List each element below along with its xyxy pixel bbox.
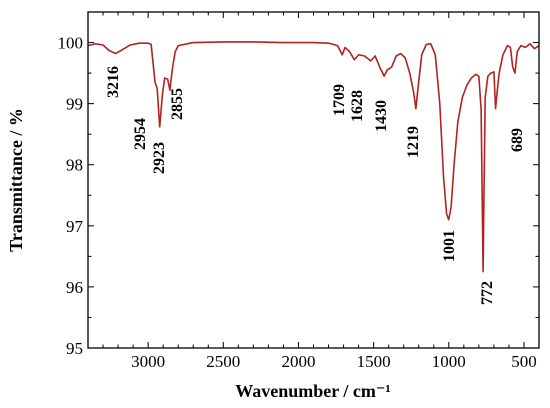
spectrum-line: [87, 41, 540, 273]
x-tick-label: 2000: [281, 352, 315, 371]
y-tick-label: 97: [66, 217, 84, 236]
x-axis-title: Wavenumber / cm⁻¹: [235, 381, 391, 401]
ticks-layer: 3000 2500 2000 1500 1000 500 95 96 97 98 99 100: [58, 11, 540, 371]
y-tick-label: 96: [66, 278, 83, 297]
peak-label: 1001: [441, 230, 458, 262]
y-axis-title: Transmittance / %: [6, 108, 26, 252]
y-tick-label: 95: [66, 339, 83, 358]
peak-label: 2954: [132, 118, 149, 150]
peak-label: 772: [479, 281, 496, 305]
x-tick-label: 500: [511, 352, 537, 371]
x-tick-label: 1500: [357, 352, 391, 371]
peak-label: 2855: [169, 88, 186, 120]
y-tick-label: 99: [66, 95, 83, 114]
plot-frame: [87, 11, 540, 349]
peak-label: 3216: [105, 66, 122, 98]
peak-label: 1430: [373, 100, 390, 132]
peak-label: 1219: [405, 126, 422, 158]
peak-label: 689: [509, 128, 526, 152]
y-tick-label: 100: [58, 34, 84, 53]
x-tick-label: 2500: [206, 352, 240, 371]
x-tick-label: 1000: [432, 352, 466, 371]
y-tick-label: 98: [66, 156, 83, 175]
peak-label: 1709: [331, 84, 348, 116]
x-tick-label: 3000: [131, 352, 165, 371]
peak-label: 2923: [151, 142, 168, 174]
peak-label: 1628: [349, 90, 366, 122]
